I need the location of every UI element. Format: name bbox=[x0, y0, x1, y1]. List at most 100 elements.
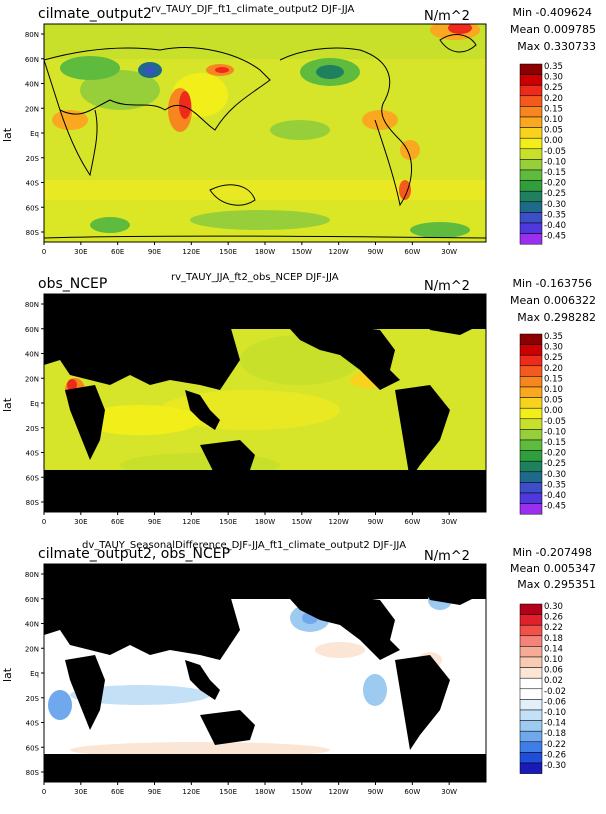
colorbar-label: 0.20 bbox=[544, 364, 563, 374]
x-tick-label: 0 bbox=[42, 248, 46, 256]
y-tick-label: Eq bbox=[30, 670, 39, 678]
colorbar-label: 0.00 bbox=[544, 406, 563, 416]
colorbar-swatch bbox=[519, 646, 543, 658]
colorbar-swatch bbox=[519, 63, 543, 75]
y-tick-label: 20N bbox=[25, 105, 39, 113]
colorbar-swatch bbox=[519, 439, 543, 451]
colorbar-label: -0.15 bbox=[544, 438, 566, 448]
y-tick-label: Eq bbox=[30, 130, 39, 138]
colorbar-swatch bbox=[519, 677, 543, 690]
y-tick-label: 60S bbox=[26, 474, 40, 482]
colorbar-label: 0.15 bbox=[544, 374, 563, 384]
plot-title: rv_TAUY_DJF_ft1_climate_output2 DJF-JJA bbox=[151, 4, 355, 15]
colorbar-swatch bbox=[519, 148, 543, 160]
y-tick-label: 60S bbox=[26, 744, 40, 752]
x-tick-label: 30E bbox=[74, 248, 87, 256]
x-tick-label: 150W bbox=[292, 788, 312, 796]
colorbar-swatch bbox=[519, 106, 543, 118]
y-tick-label: 40N bbox=[25, 621, 39, 629]
colorbar-swatch bbox=[519, 709, 543, 721]
colorbar-label: 0.14 bbox=[544, 644, 563, 654]
x-tick-label: 60W bbox=[404, 788, 420, 796]
colorbar-label: 0.30 bbox=[544, 343, 563, 353]
colorbar-swatch bbox=[519, 752, 543, 764]
x-tick-label: 180W bbox=[255, 518, 275, 526]
case-label: cilmate_output2, obs_NCEP bbox=[38, 546, 231, 562]
colorbar-swatch bbox=[519, 212, 543, 224]
colorbar-swatch bbox=[519, 418, 543, 430]
x-tick-label: 30W bbox=[441, 248, 457, 256]
y-tick-label: 60N bbox=[25, 326, 39, 334]
colorbar-swatch bbox=[519, 95, 543, 107]
colorbar-label: -0.35 bbox=[544, 210, 566, 220]
x-tick-label: 0 bbox=[42, 788, 46, 796]
colorbar-label: 0.06 bbox=[544, 666, 563, 676]
y-tick-label: 60S bbox=[26, 204, 40, 212]
colorbar-swatch bbox=[519, 762, 543, 774]
x-tick-label: 90E bbox=[148, 788, 161, 796]
colorbar-label: -0.45 bbox=[544, 232, 566, 242]
colorbar-swatch bbox=[519, 699, 543, 711]
case-label: obs_NCEP bbox=[38, 276, 108, 292]
units-label: N/m^2 bbox=[424, 9, 470, 24]
x-tick-label: 60E bbox=[111, 248, 124, 256]
colorbar-label: -0.10 bbox=[544, 708, 566, 718]
colorbar-label: 0.25 bbox=[544, 83, 563, 93]
stat-max: Max 0.295351 bbox=[517, 578, 596, 591]
colorbar-label: 0.30 bbox=[544, 602, 563, 612]
colorbar-label: 0.26 bbox=[544, 613, 563, 623]
y-tick-label: Eq bbox=[30, 400, 39, 408]
colorbar-swatch bbox=[519, 84, 543, 97]
y-tick-label: 40S bbox=[26, 180, 40, 188]
y-tick-label: 80N bbox=[25, 31, 39, 39]
colorbar-swatch bbox=[519, 333, 543, 345]
colorbar-label: -0.25 bbox=[544, 189, 566, 199]
panel-2: obs_NCEP rv_TAUY_JJA_ft2_obs_NCEP DJF-JJ… bbox=[0, 270, 606, 540]
colorbar-swatch bbox=[519, 635, 543, 647]
colorbar-swatch bbox=[519, 482, 543, 494]
units-label: N/m^2 bbox=[424, 279, 470, 294]
x-tick-label: 30E bbox=[74, 788, 87, 796]
colorbar-label: -0.25 bbox=[544, 459, 566, 469]
y-tick-label: 20N bbox=[25, 645, 39, 653]
map-plot: 80N 60N 40N 20N Eq 20S 40S 60S 80S 0 30E 60E 90E 120… bbox=[25, 293, 566, 526]
y-tick-label: 40N bbox=[25, 351, 39, 359]
colorbar-label: -0.35 bbox=[544, 480, 566, 490]
y-tick-label: 80N bbox=[25, 571, 39, 579]
x-tick-label: 120E bbox=[182, 248, 200, 256]
y-tick-label: 20S bbox=[26, 155, 40, 163]
x-tick-label: 30W bbox=[441, 518, 457, 526]
colorbar-swatch bbox=[519, 159, 543, 171]
x-tick-label: 120W bbox=[329, 518, 349, 526]
x-tick-label: 150E bbox=[219, 248, 237, 256]
x-tick-label: 120W bbox=[329, 248, 349, 256]
colorbar-label: -0.26 bbox=[544, 750, 566, 760]
x-tick-label: 90W bbox=[368, 248, 384, 256]
colorbar-label: 0.35 bbox=[544, 332, 563, 342]
colorbar-label: 0.05 bbox=[544, 396, 563, 406]
colorbar-swatch bbox=[519, 386, 543, 398]
colorbar-swatch bbox=[519, 222, 543, 234]
x-tick-label: 90W bbox=[368, 518, 384, 526]
y-tick-label: 80S bbox=[26, 229, 40, 237]
stat-min: Min -0.409624 bbox=[512, 6, 592, 19]
stat-min: Min -0.207498 bbox=[512, 546, 592, 559]
colorbar-swatch bbox=[519, 201, 543, 213]
y-tick-label: 80S bbox=[26, 769, 40, 777]
colorbar-label: 0.00 bbox=[544, 136, 563, 146]
colorbar-label: -0.22 bbox=[544, 740, 566, 750]
stat-max: Max 0.330733 bbox=[517, 40, 596, 53]
colorbar-swatch bbox=[519, 407, 543, 420]
colorbar-label: -0.02 bbox=[544, 687, 566, 697]
colorbar-label: -0.06 bbox=[544, 697, 566, 707]
colorbar-label: -0.05 bbox=[544, 417, 566, 427]
colorbar-label: 0.20 bbox=[544, 94, 563, 104]
colorbar-label: 0.30 bbox=[544, 73, 563, 83]
x-tick-label: 180W bbox=[255, 788, 275, 796]
colorbar-swatch bbox=[519, 365, 543, 377]
colorbar-label: -0.30 bbox=[544, 470, 566, 480]
colorbar-swatch bbox=[519, 429, 543, 441]
y-tick-label: 40S bbox=[26, 450, 40, 458]
panel-3: cilmate_output2, obs_NCEP dv_TAUY_Season… bbox=[0, 540, 606, 810]
x-tick-label: 180W bbox=[255, 248, 275, 256]
